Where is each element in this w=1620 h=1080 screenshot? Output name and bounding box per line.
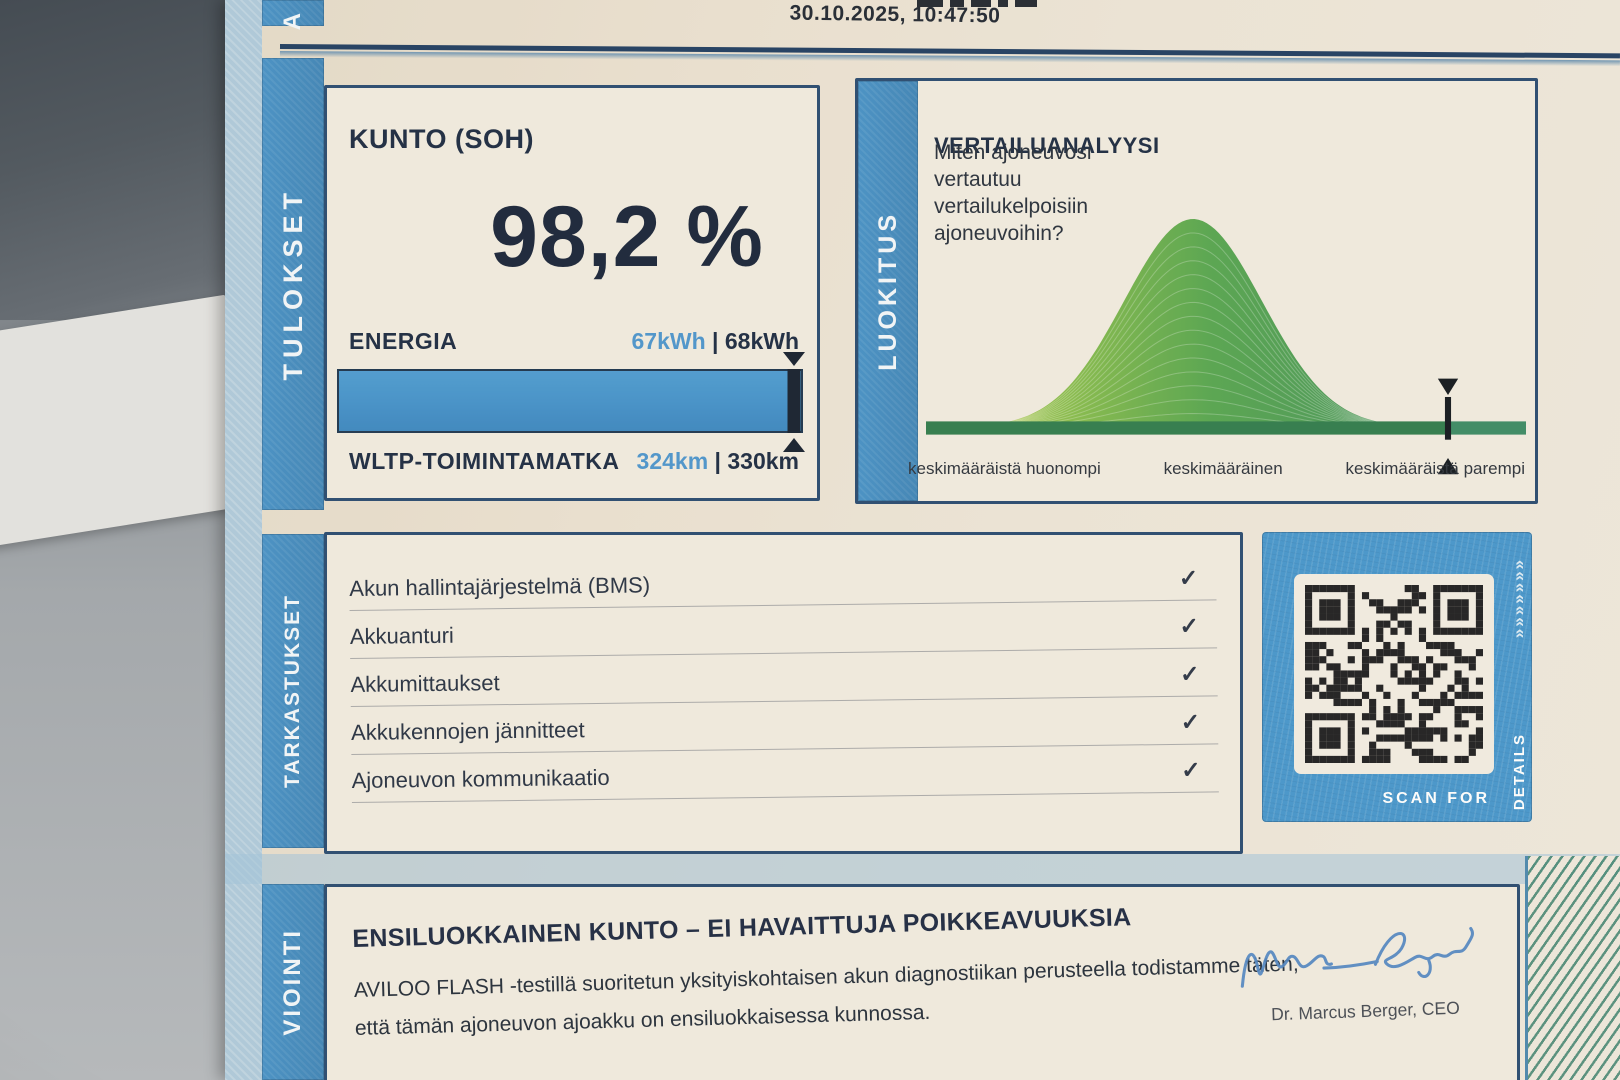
checkmark-icon: ✓ (1179, 660, 1200, 687)
energy-values: 67kWh | 68kWh (632, 328, 800, 355)
comparison-title: VERTAILUANALYYSI (934, 133, 1160, 158)
checklist-item-label: Ajoneuvon kommunikaatio (351, 764, 610, 793)
checklist-item-label: Akkumittaukset (350, 670, 500, 697)
chart-axis-labels: keskimääräistä huonompi keskimääräinen k… (908, 459, 1525, 479)
tab-arviointi-label: VIOINTI (279, 928, 306, 1036)
wltp-separator: | (714, 448, 721, 474)
certificate-paper: A 30.10.2025, 10:47:50 TULOKSET KUNTO (S… (225, 0, 1620, 1080)
top-separator-line (279, 44, 1620, 59)
section-separator-band (225, 854, 1620, 884)
tab-luokitus: LUOKITUS (858, 81, 918, 501)
verdict-panel: ENSILUOKKAINEN KUNTO – EI HAVAITTUJA POI… (324, 884, 1520, 1080)
cropped-text-fragment (917, 0, 1037, 9)
checklist-row: Ajoneuvon kommunikaatio ✓ (351, 744, 1219, 803)
certificate-left-margin (225, 0, 262, 1080)
results-panel: KUNTO (SOH) 98,2 % ENERGIA 67kWh | 68kWh… (324, 85, 820, 501)
qr-panel: SCAN FOR DETAILS »»»»»»» (1262, 532, 1532, 822)
energy-bar-marker (787, 369, 801, 433)
energy-total: 68kWh (724, 328, 799, 354)
signature (1240, 927, 1474, 988)
checklist-panel: Akun hallintajärjestelmä (BMS) ✓ Akkuant… (324, 532, 1243, 854)
partial-tab-top: A (262, 0, 324, 31)
marker-triangle-up-icon (783, 438, 806, 452)
checklist: Akun hallintajärjestelmä (BMS) ✓ Akkuant… (349, 552, 1219, 803)
energy-bar (337, 352, 806, 452)
distribution-chart (926, 219, 1526, 475)
energy-label: ENERGIA (349, 328, 458, 354)
comparison-question: Miten ajoneuvosi vertautuu vertailukelpo… (934, 141, 1092, 245)
test-timestamp: 30.10.2025, 10:47:50 (789, 1, 1001, 28)
tab-tulokset-label: TULOKSET (277, 187, 308, 381)
verdict-heading: ENSILUOKKAINEN KUNTO – EI HAVAITTUJA POI… (352, 903, 1132, 953)
energy-row: ENERGIA 67kWh | 68kWh (349, 328, 799, 355)
wltp-row: WLTP-TOIMINTAMATKA 324km | 330km (349, 448, 799, 475)
axis-label-better: keskimääräistä parempi (1345, 459, 1525, 478)
details-label: DETAILS (1511, 732, 1528, 810)
security-hatch-border (1525, 856, 1620, 1080)
chevron-marks-icon: »»»»»»» (1509, 558, 1528, 639)
comparison-panel: LUOKITUS VERTAILUANALYYSI Miten ajoneuvo… (855, 78, 1538, 504)
background-shadow (0, 0, 236, 320)
tab-tarkastukset: TARKASTUKSET (262, 534, 324, 848)
energy-current: 67kWh (631, 328, 706, 354)
axis-label-worse: keskimääräistä huonompi (908, 459, 1101, 478)
tab-luokitus-label: LUOKITUS (873, 211, 902, 371)
signature-block: Dr. Marcus Berger, CEO (1227, 912, 1501, 1026)
tab-arviointi: VIOINTI (262, 884, 324, 1080)
checkmark-icon: ✓ (1181, 756, 1201, 783)
energy-separator: | (712, 328, 719, 354)
checklist-item-label: Akkuanturi (349, 622, 454, 649)
qr-code (1294, 574, 1494, 774)
marker-triangle-down-icon (783, 352, 806, 366)
checkmark-icon: ✓ (1180, 708, 1201, 735)
checklist-item-label: Akkukennojen jännitteet (350, 717, 585, 745)
soh-title: KUNTO (SOH) (349, 124, 534, 155)
wltp-values: 324km | 330km (637, 448, 799, 475)
partial-tab-letter: A (279, 11, 306, 31)
axis-label-average: keskimääräinen (1163, 459, 1283, 478)
checklist-item-label: Akun hallintajärjestelmä (BMS) (349, 572, 651, 601)
checkmark-icon: ✓ (1179, 612, 1199, 639)
scan-for-label: SCAN FOR (1382, 790, 1490, 807)
soh-value: 98,2 % (490, 189, 764, 285)
wltp-total: 330km (727, 448, 799, 474)
tab-tulokset: TULOKSET (262, 58, 324, 510)
checkmark-icon: ✓ (1178, 564, 1199, 591)
wltp-current: 324km (636, 448, 709, 474)
tab-tarkastukset-label: TARKASTUKSET (281, 594, 304, 788)
qr-code-pattern (1305, 585, 1483, 763)
wltp-label: WLTP-TOIMINTAMATKA (349, 448, 620, 474)
